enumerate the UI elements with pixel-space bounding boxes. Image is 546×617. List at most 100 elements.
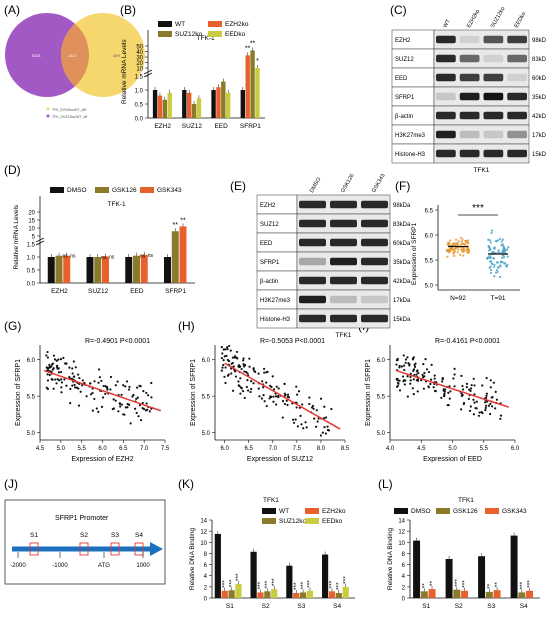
blot-band: [361, 219, 388, 228]
data-point: [308, 402, 311, 406]
data-point: [79, 390, 82, 393]
x-tick-label: EZH2: [154, 123, 171, 130]
data-point: [65, 384, 68, 387]
data-point: [402, 354, 405, 357]
bar: [453, 589, 461, 598]
data-point: [450, 246, 453, 249]
data-point: [250, 387, 253, 391]
chart-k: 0 2 4 6 8 10 12 14 Relative DNA Binding TFK1 S1 ***…: [189, 497, 355, 610]
panel-label-d: (D): [4, 163, 21, 177]
significance-label: ***: [221, 580, 228, 588]
bar: [152, 90, 158, 118]
blot-band: [459, 149, 480, 158]
data-point: [223, 375, 226, 378]
bar: [221, 81, 226, 118]
x-tick-label: 7.5: [293, 446, 302, 452]
data-point: [460, 408, 463, 411]
blot-protein-label: SUZ12: [395, 57, 414, 63]
data-point: [452, 248, 455, 251]
data-point: [396, 357, 399, 361]
x-tick-label: S2: [455, 603, 463, 610]
data-point: [475, 407, 478, 410]
data-point: [59, 358, 63, 361]
data-point: [71, 384, 74, 387]
lane-label: GSK126: [340, 173, 356, 194]
legend-swatch: [208, 21, 222, 27]
bar: [250, 551, 257, 598]
data-point: [299, 414, 302, 417]
bar: [518, 592, 526, 598]
data-point: [269, 384, 272, 388]
data-point: [109, 375, 113, 379]
data-point: [441, 377, 444, 380]
axis-break: [35, 237, 45, 243]
data-point: [272, 395, 275, 398]
data-point: [468, 388, 471, 391]
data-point: [313, 417, 316, 420]
data-point: [413, 365, 417, 368]
data-point: [308, 396, 311, 399]
data-point: [484, 409, 487, 412]
data-point: [139, 419, 143, 422]
data-point: [447, 391, 450, 394]
data-point: [97, 410, 100, 414]
data-point: [459, 236, 463, 239]
x-axis-label: Expression of EED: [423, 456, 482, 463]
data-point: [132, 393, 135, 397]
blot-kda-label: 17kDa: [532, 133, 546, 139]
data-point: [490, 229, 494, 232]
y-tick-label: 5.5: [27, 395, 36, 401]
data-point: [448, 397, 451, 400]
blot-kda-label: 35kDa: [393, 260, 411, 266]
promoter-box: [4, 499, 166, 585]
data-point: [493, 265, 496, 268]
blot-band: [330, 314, 357, 323]
data-point: [481, 411, 484, 415]
blot-band: [507, 35, 527, 44]
data-point: [129, 422, 132, 425]
data-point: [468, 409, 472, 412]
data-point: [105, 385, 108, 389]
y-tick-label: 0: [402, 597, 406, 603]
data-point: [488, 254, 491, 257]
data-point: [123, 413, 126, 416]
x-tick-label: 5.0: [448, 446, 457, 452]
data-point: [88, 382, 92, 385]
data-point: [56, 378, 59, 381]
data-point: [398, 364, 401, 368]
data-point: [481, 384, 484, 387]
data-point: [494, 271, 498, 274]
data-point: [46, 356, 50, 359]
data-point: [433, 374, 436, 377]
data-point: [295, 385, 298, 388]
data-point: [427, 370, 431, 374]
data-point: [462, 388, 465, 391]
bar: [428, 589, 436, 598]
data-point: [228, 344, 231, 348]
data-point: [226, 346, 229, 349]
x-tick-label: EED: [130, 288, 144, 295]
lane-label: EZH2ko: [466, 9, 481, 29]
data-point: [239, 392, 242, 395]
bar: [102, 256, 109, 283]
data-point: [319, 397, 323, 400]
blot-band: [299, 276, 326, 285]
data-point: [462, 401, 466, 405]
legend-swatch: [262, 508, 276, 514]
data-point: [395, 385, 399, 388]
data-point: [57, 371, 61, 374]
data-point: [487, 404, 491, 407]
data-point: [231, 356, 235, 359]
blot-band: [330, 276, 357, 285]
data-point: [461, 249, 464, 252]
data-point: [234, 375, 238, 378]
data-point: [48, 363, 51, 366]
binding-site-label: S3: [111, 532, 119, 539]
data-point: [240, 386, 243, 389]
data-point: [127, 388, 131, 391]
data-point: [478, 411, 481, 414]
data-point: [487, 245, 490, 248]
data-point: [275, 403, 278, 406]
y-tick-label: 4: [402, 574, 406, 580]
